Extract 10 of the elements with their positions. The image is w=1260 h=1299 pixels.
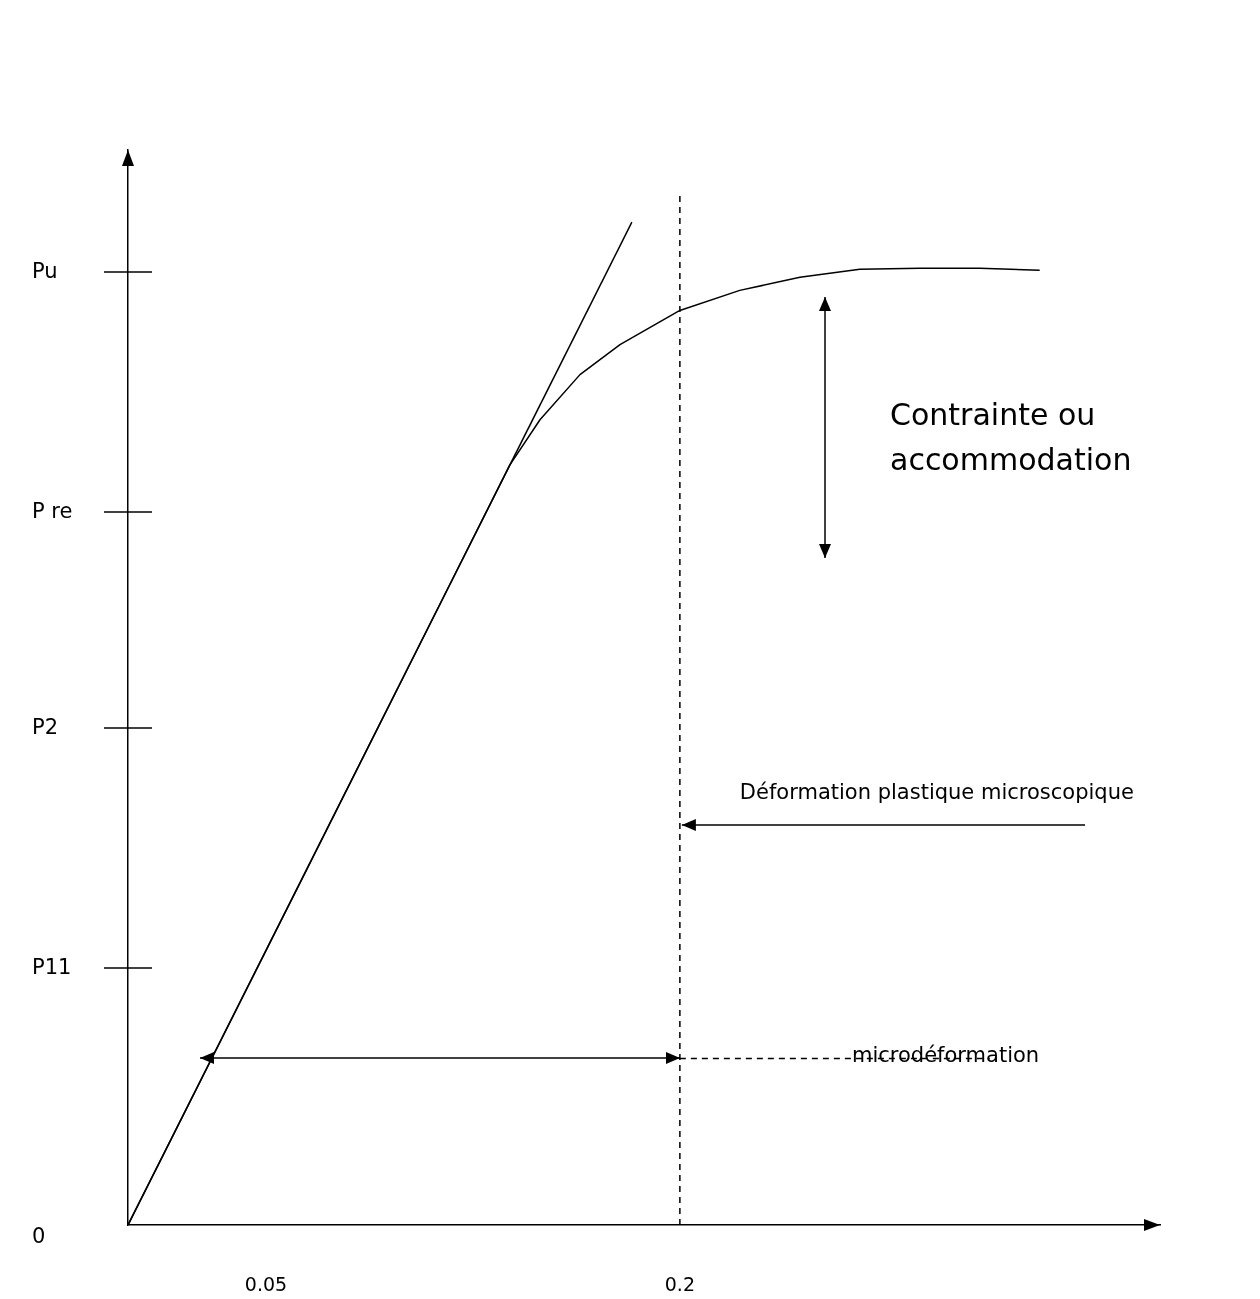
text: P2 bbox=[32, 714, 60, 741]
annotation: microdéformation bbox=[852, 1042, 1041, 1069]
text: Pu bbox=[32, 258, 59, 285]
annotation: Contrainte ou accommodation bbox=[890, 396, 1133, 479]
x-tick-label: 0.05 bbox=[244, 1273, 288, 1296]
x-tick-label: 0.2 bbox=[664, 1273, 695, 1296]
text: P11 bbox=[32, 954, 73, 981]
annotation: Déformation plastique microscopique bbox=[739, 778, 1134, 806]
text: 0 bbox=[32, 1223, 47, 1250]
text: P re bbox=[32, 498, 74, 525]
